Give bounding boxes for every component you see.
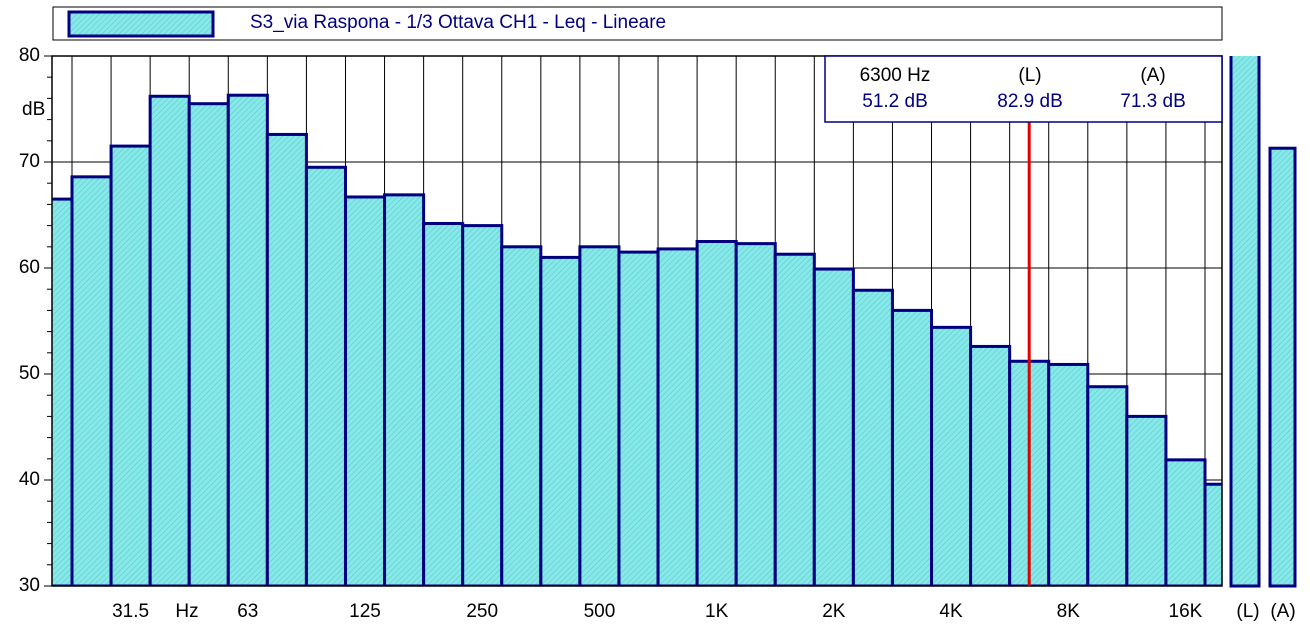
- x-tick-label: 63: [237, 601, 258, 622]
- bar: [109, 144, 152, 586]
- cursor-value: 51.2 dB: [862, 91, 928, 112]
- total-value: 82.9 dB: [997, 91, 1063, 112]
- bar: [1229, 56, 1261, 588]
- bar: [187, 102, 230, 586]
- total-label: (L): [1236, 601, 1259, 622]
- x-tick-label: 1K: [705, 601, 729, 622]
- bar: [812, 267, 855, 586]
- y-tick-label: 40: [19, 469, 40, 490]
- x-tick-label: 250: [466, 601, 498, 622]
- bar: [734, 242, 777, 586]
- bar: [851, 288, 894, 586]
- bar: [343, 195, 387, 586]
- legend-label: S3_via Raspona - 1/3 Ottava CH1 - Leq - …: [250, 12, 666, 33]
- bar: [265, 132, 308, 586]
- total-name: (L): [1018, 65, 1041, 86]
- x-tick-label: 4K: [939, 601, 963, 622]
- bar: [617, 250, 660, 586]
- x-tick-label: 2K: [822, 601, 846, 622]
- y-tick-label: 50: [19, 363, 40, 384]
- bar: [383, 193, 426, 586]
- x-tick-label: 500: [584, 601, 616, 622]
- bar: [461, 224, 504, 586]
- y-tick-label: 60: [19, 257, 40, 278]
- bar: [578, 245, 621, 586]
- bar: [656, 247, 699, 586]
- bar: [930, 325, 973, 586]
- bar: [422, 221, 465, 586]
- x-tick-label: 8K: [1057, 601, 1081, 622]
- bar: [1203, 482, 1222, 586]
- bar: [1268, 146, 1297, 588]
- y-tick-label: 30: [19, 575, 40, 596]
- bar: [890, 308, 934, 586]
- bar: [773, 252, 816, 586]
- cursor-box: [824, 55, 1223, 123]
- bar: [70, 175, 113, 586]
- bar: [148, 94, 191, 586]
- bar: [1047, 362, 1090, 586]
- x-tick-label: 31.5: [112, 601, 149, 622]
- bar: [695, 240, 738, 586]
- bar: [500, 245, 543, 586]
- y-axis-label: dB: [22, 99, 45, 120]
- bar: [304, 165, 347, 586]
- bar: [1164, 458, 1207, 586]
- y-tick-label: 80: [19, 45, 40, 66]
- cursor-frequency: 6300 Hz: [860, 65, 931, 86]
- total-name: (A): [1140, 65, 1165, 86]
- bar: [539, 255, 582, 586]
- x-tick-label: 125: [349, 601, 381, 622]
- total-value: 71.3 dB: [1120, 91, 1186, 112]
- legend-swatch: [67, 10, 215, 38]
- bar: [226, 93, 269, 586]
- x-tick-label: 16K: [1169, 601, 1203, 622]
- x-unit-label: Hz: [175, 601, 198, 622]
- plot-frame: [51, 55, 1223, 587]
- bar: [1125, 414, 1168, 586]
- bar: [969, 344, 1012, 586]
- y-tick-label: 70: [19, 151, 40, 172]
- total-label: (A): [1270, 601, 1295, 622]
- legend-box: [52, 6, 1223, 41]
- bar: [1086, 385, 1129, 586]
